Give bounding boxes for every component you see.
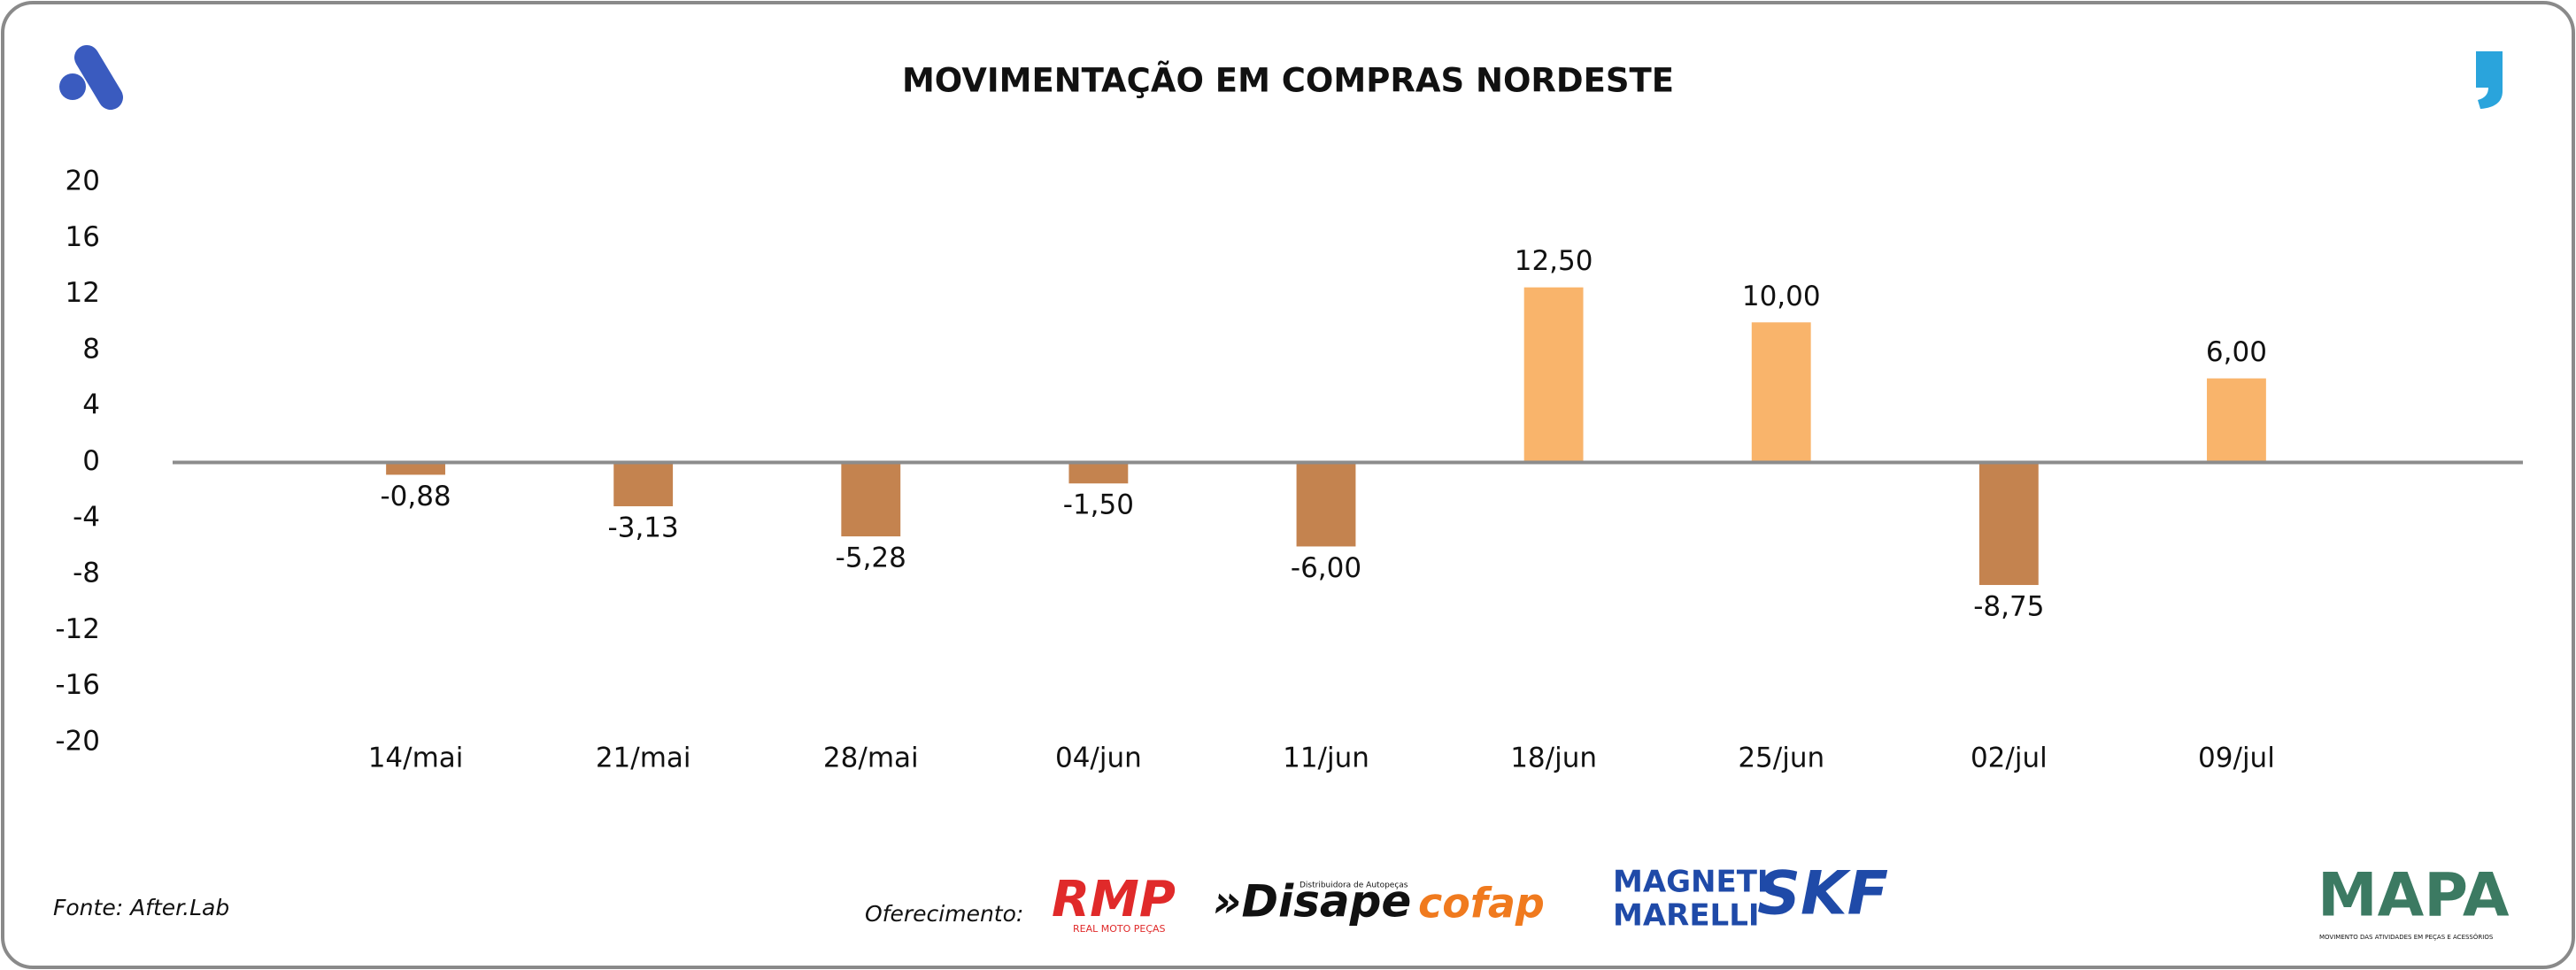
y-tick-label: 20 xyxy=(66,166,100,197)
value-label: 6,00 xyxy=(2206,336,2267,368)
bar xyxy=(386,462,445,475)
value-label: -1,50 xyxy=(1063,489,1134,521)
y-tick-label: 16 xyxy=(66,221,100,253)
x-tick-label: 14/mai xyxy=(368,743,464,774)
bar xyxy=(841,462,901,537)
x-tick-label: 25/jun xyxy=(1738,743,1824,774)
x-tick-label: 11/jun xyxy=(1283,743,1369,774)
sponsor-skf: SKF xyxy=(1757,859,1888,929)
y-tick-label: -12 xyxy=(55,613,100,645)
x-tick-label: 28/mai xyxy=(823,743,919,774)
chart-title: MOVIMENTAÇÃO EM COMPRAS NORDESTE xyxy=(902,61,1674,100)
y-tick-label: 8 xyxy=(82,333,100,365)
sponsor-marelli: MARELLI xyxy=(1613,898,1760,934)
value-label: -6,00 xyxy=(1291,552,1361,584)
bar xyxy=(1751,322,1811,463)
value-label: -0,88 xyxy=(380,481,451,512)
sponsor-disape-sub: Distribuidora de Autopeças xyxy=(1300,881,1408,890)
bar xyxy=(1068,462,1129,484)
y-tick-label: -8 xyxy=(73,558,100,589)
y-tick-label: 4 xyxy=(82,389,100,421)
bar xyxy=(1523,287,1584,463)
x-tick-label: 21/mai xyxy=(596,743,691,774)
sponsor-mapa-sub: MOVIMENTO DAS ATIVIDADES EM PEÇAS E ACES… xyxy=(2319,933,2494,941)
source: Fonte: After.Lab xyxy=(53,895,229,920)
value-label: 10,00 xyxy=(1742,281,1821,312)
x-tick-label: 04/jun xyxy=(1055,743,1142,774)
y-tick-label: 0 xyxy=(82,445,100,477)
brand-logo xyxy=(59,45,123,110)
sponsor-magneti: MAGNETI xyxy=(1613,865,1769,900)
sponsor-label: Oferecimento: xyxy=(865,901,1023,927)
value-label: -5,28 xyxy=(836,543,906,574)
value-label: -3,13 xyxy=(608,512,679,544)
sponsor-rmp-sub: REAL MOTO PEÇAS xyxy=(1073,923,1166,935)
sponsor-rmp: RMP xyxy=(1052,871,1176,928)
y-tick-label: -4 xyxy=(73,501,100,533)
x-tick-label: 09/jul xyxy=(2198,743,2275,774)
sponsor-disape: »Disape xyxy=(1213,876,1411,928)
y-tick-label: -20 xyxy=(55,726,100,758)
value-label: 12,50 xyxy=(1515,245,1593,277)
sponsor-mapa: MAPA xyxy=(2318,861,2510,931)
x-tick-label: 18/jun xyxy=(1510,743,1597,774)
bar xyxy=(613,462,674,507)
y-tick-label: -16 xyxy=(55,669,100,701)
bar xyxy=(1978,462,2039,585)
value-label: -8,75 xyxy=(1973,590,2044,622)
bar xyxy=(2207,378,2266,463)
sponsor-cofap: cofap xyxy=(1418,880,1545,928)
quote-icon xyxy=(2476,51,2503,109)
bar xyxy=(1296,462,1356,547)
y-tick-label: 12 xyxy=(66,277,100,309)
x-tick-label: 02/jul xyxy=(1971,743,2048,774)
